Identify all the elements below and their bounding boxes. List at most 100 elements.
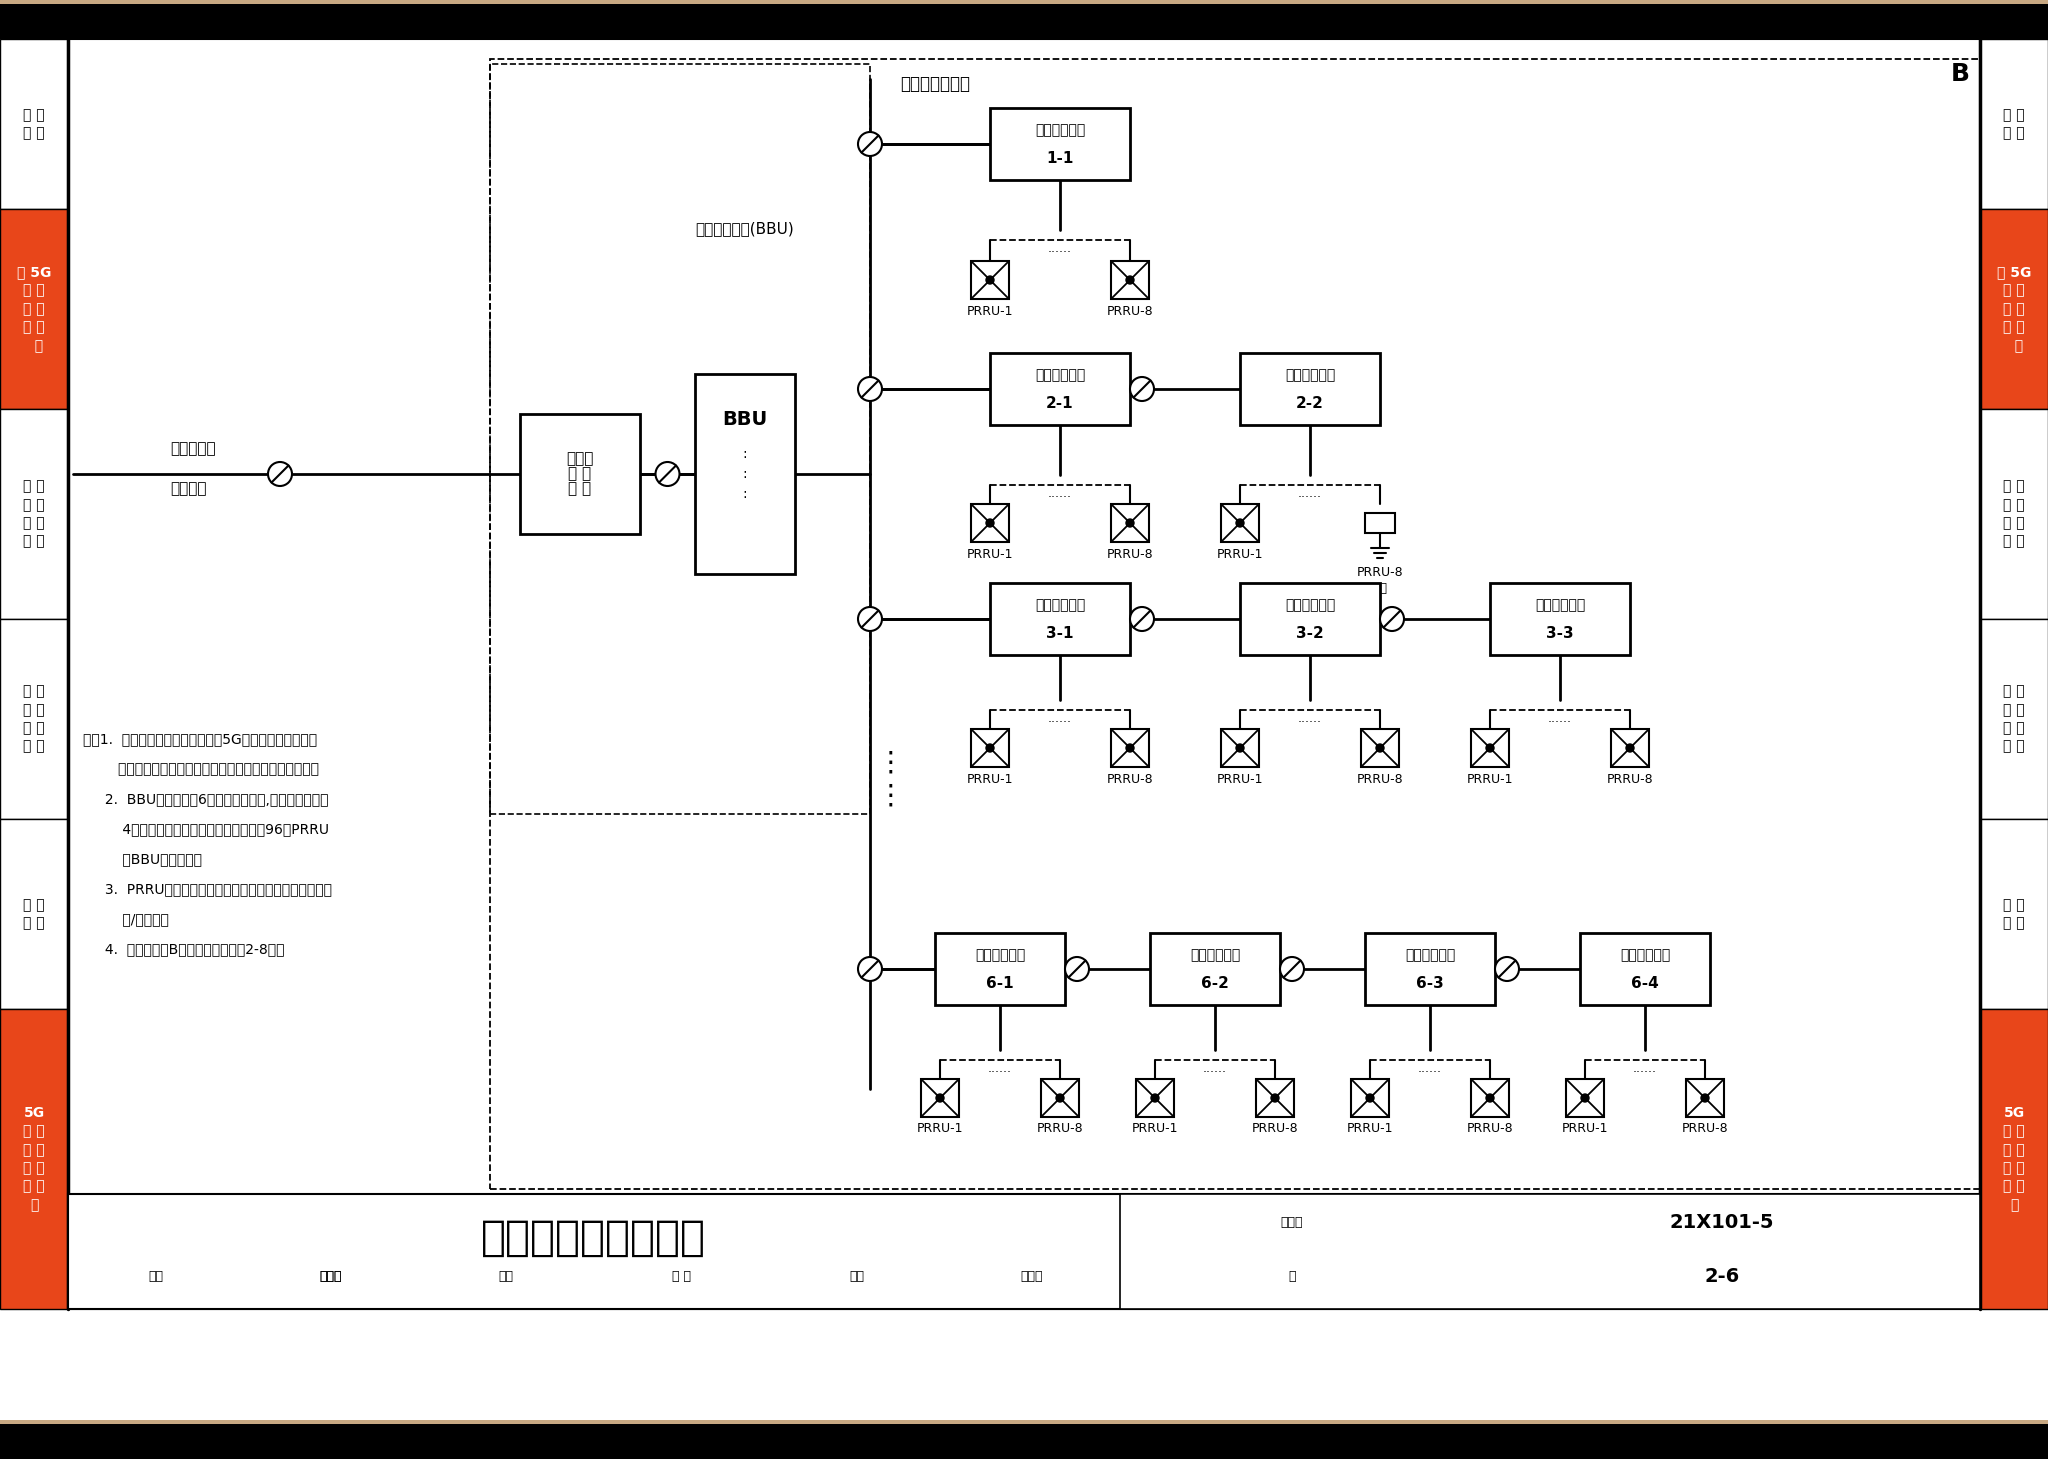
Text: 曾绿霞: 曾绿霞 [1020,1271,1042,1284]
Text: 远端汇聚单元: 远端汇聚单元 [1620,948,1669,961]
Text: 符 术
号 语: 符 术 号 语 [23,108,45,140]
Text: PRRU-1: PRRU-1 [1217,772,1264,785]
Text: 1-1: 1-1 [1047,150,1073,165]
Text: 远端汇聚单元: 远端汇聚单元 [1284,598,1335,611]
Text: PRRU-1: PRRU-1 [967,547,1014,560]
Text: 5G
边 网
缘 络
计 多
算 接
入: 5G 边 网 缘 络 计 多 算 接 入 [2003,1106,2025,1212]
Text: PRRU-1: PRRU-1 [918,1122,963,1135]
Text: PRRU-8: PRRU-8 [1608,772,1653,785]
Text: 传输系统: 传输系统 [170,481,207,496]
Bar [1491,584,1630,655]
Bar [1110,261,1149,299]
Bar [1221,503,1260,541]
Bar [520,414,641,534]
Text: 设 建
施 筑
施 配
工 套: 设 建 施 筑 施 配 工 套 [2003,684,2025,754]
Text: 6-2: 6-2 [1200,976,1229,991]
Bar [1362,730,1399,767]
Bar [694,374,795,573]
Bar [0,0,2048,4]
Text: PRRU-8: PRRU-8 [1036,1122,1083,1135]
Circle shape [1126,744,1135,751]
Circle shape [1366,1094,1374,1102]
Text: 王初峰: 王初峰 [319,1271,342,1284]
Bar [1221,730,1260,767]
Bar [989,353,1130,425]
Bar [1120,1193,1980,1309]
Circle shape [1495,957,1520,980]
Circle shape [858,131,883,156]
Circle shape [1376,744,1384,751]
Bar [1980,619,2048,818]
Bar [936,932,1065,1005]
Circle shape [858,376,883,401]
Bar [971,730,1010,767]
Circle shape [1626,744,1634,751]
Bar [971,261,1010,299]
Bar [0,619,68,818]
Text: PRRU-8: PRRU-8 [1356,566,1403,579]
Text: :: : [743,467,748,481]
Text: 建筑用地红线内: 建筑用地红线内 [899,74,971,93]
Bar [1239,584,1380,655]
Text: 远端汇聚单元: 远端汇聚单元 [1034,598,1085,611]
Bar [1040,1080,1079,1118]
Text: 4级级联，本系统参考连接设备不超过96台PRRU: 4级级联，本系统参考连接设备不超过96台PRRU [84,821,330,836]
Text: 传 输: 传 输 [569,467,592,481]
Text: 审核: 审核 [147,1271,164,1284]
Text: 6-4: 6-4 [1630,976,1659,991]
Text: PRRU-1: PRRU-1 [1466,772,1513,785]
Bar [1239,353,1380,425]
Text: 设计: 设计 [850,1271,864,1284]
Text: 王衍矫: 王衍矫 [319,1271,342,1284]
Text: 苏 菊: 苏 菊 [672,1271,690,1284]
Text: 设 备: 设 备 [569,481,592,496]
Bar [0,39,68,209]
Text: 远端汇聚单元: 远端汇聚单元 [1034,368,1085,382]
Circle shape [268,463,293,486]
Bar [0,818,68,1010]
Text: ......: ...... [1049,242,1071,254]
Bar [1110,503,1149,541]
Circle shape [1272,1094,1280,1102]
Text: 3-2: 3-2 [1296,626,1323,641]
Text: 5G
边 网
缘 络
计 多
算 接
入: 5G 边 网 缘 络 计 多 算 接 入 [23,1106,45,1212]
Text: 天线: 天线 [1372,582,1386,594]
Bar [1470,730,1509,767]
Text: 示 工
例 程: 示 工 例 程 [2003,897,2025,931]
Text: PRRU-8: PRRU-8 [1466,1122,1513,1135]
Bar [489,58,1980,1189]
Text: PRRU-1: PRRU-1 [1563,1122,1608,1135]
Text: 2.  BBU可直接连接6路远端汇聚单元,远端汇聚单元可: 2. BBU可直接连接6路远端汇聚单元,远端汇聚单元可 [84,792,328,805]
Circle shape [1487,1094,1493,1102]
Text: B: B [1950,61,1970,86]
Bar [1110,730,1149,767]
Text: 符 术
号 语: 符 术 号 语 [2003,108,2025,140]
Text: 的BBU进行设计。: 的BBU进行设计。 [84,852,203,867]
Text: ......: ...... [1298,486,1323,499]
Text: PRRU-8: PRRU-8 [1681,1122,1729,1135]
Bar [1686,1080,1724,1118]
Bar [1366,514,1395,533]
Text: 图集号: 图集号 [1280,1217,1303,1230]
Bar [1352,1080,1389,1118]
Bar [68,39,1980,1309]
Bar [1980,818,2048,1010]
Text: 示 工
例 程: 示 工 例 程 [23,897,45,931]
Bar [0,0,2048,39]
Text: 6-1: 6-1 [987,976,1014,991]
Text: PRRU-1: PRRU-1 [1348,1122,1393,1135]
Text: ......: ...... [1049,712,1071,725]
Bar [1980,409,2048,619]
Circle shape [1130,607,1153,630]
Bar [1579,932,1710,1005]
Bar [1980,1010,2048,1309]
Text: 3.  PRRU可根据安装环境需要，选择是否外接天线（全: 3. PRRU可根据安装环境需要，选择是否外接天线（全 [84,883,332,896]
Bar [0,209,68,409]
Bar [971,503,1010,541]
Bar [0,1010,68,1309]
Circle shape [1280,957,1305,980]
Text: 远端汇聚单元: 远端汇聚单元 [1190,948,1241,961]
Bar [1980,39,2048,209]
Text: PRRU-1: PRRU-1 [967,772,1014,785]
Text: 注：1.  本图为单一电信业务经营者5G网络室内数字化覆盖: 注：1. 本图为单一电信业务经营者5G网络室内数字化覆盖 [84,732,317,746]
